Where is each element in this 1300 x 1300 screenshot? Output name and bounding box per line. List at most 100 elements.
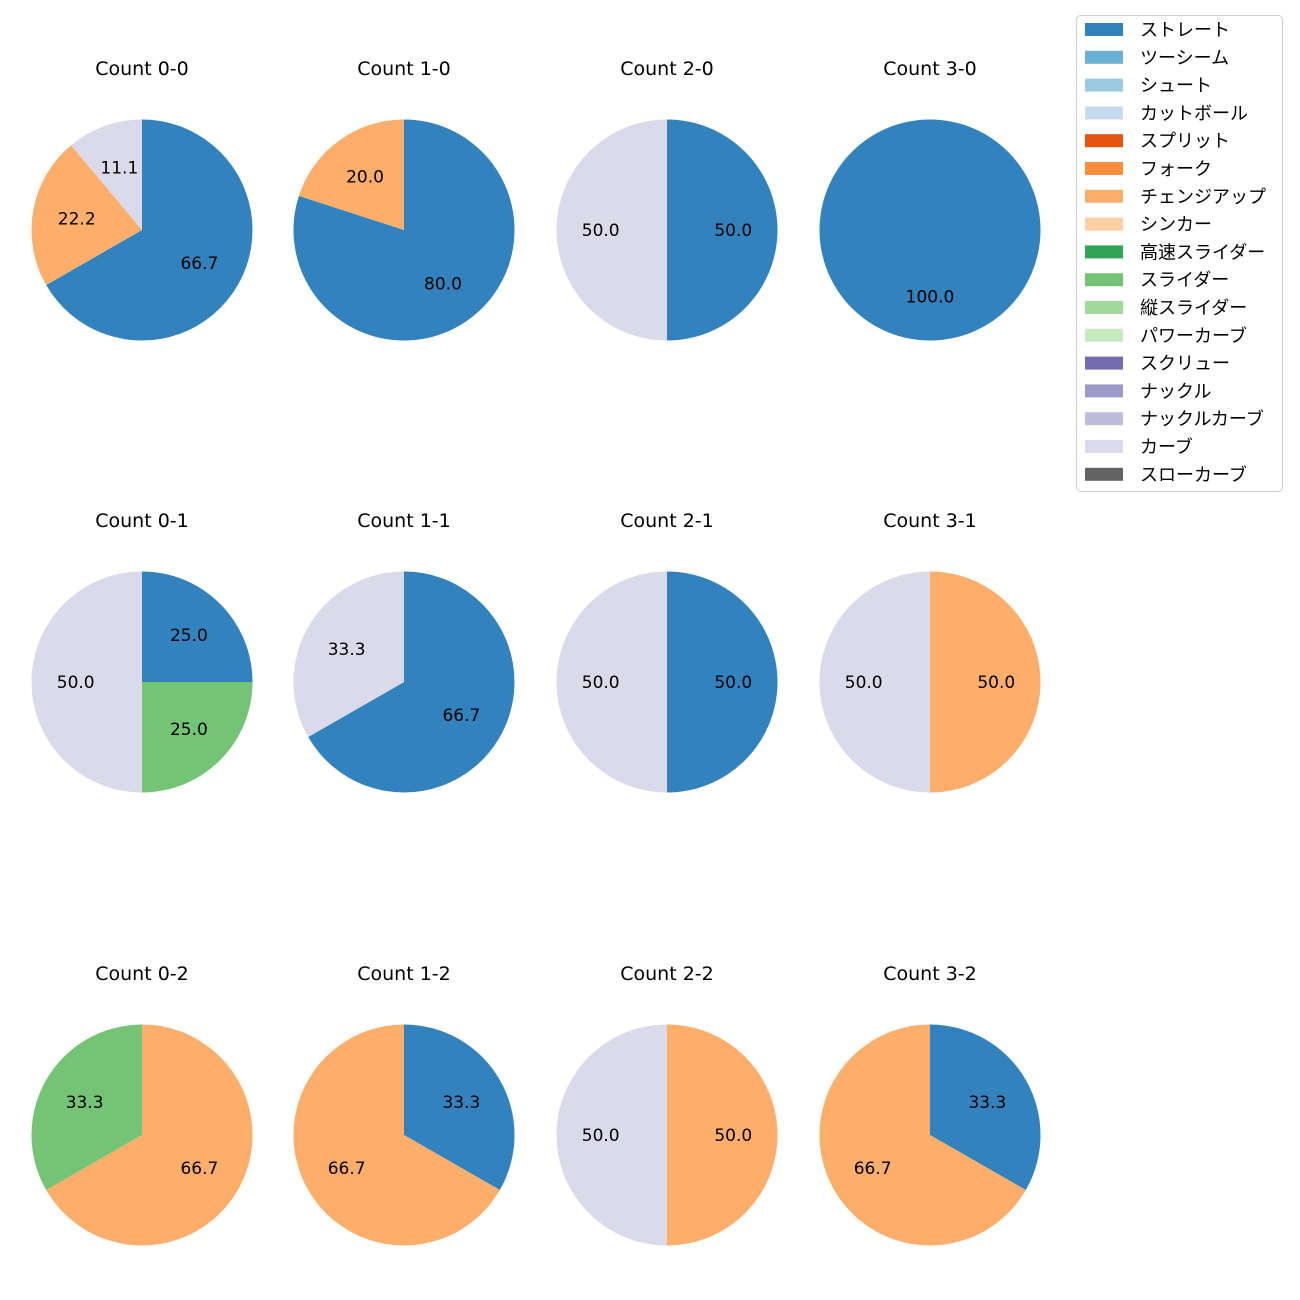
pie-title: Count 1-1 xyxy=(357,510,451,532)
slice-label: 66.7 xyxy=(854,1159,892,1179)
pie-title: Count 2-1 xyxy=(620,510,714,532)
slice-label: 80.0 xyxy=(424,275,462,295)
pie-count-3-1: Count 3-1 50.0 50.0 xyxy=(819,510,1041,793)
legend-label: ナックルカーブ xyxy=(1140,408,1264,430)
legend-label: スローカーブ xyxy=(1140,464,1247,486)
pie-slice xyxy=(819,119,1041,341)
pie-count-0-1: Count 0-1 25.0 25.0 50.0 xyxy=(31,510,253,793)
legend-swatch xyxy=(1085,245,1123,259)
slice-label: 100.0 xyxy=(906,287,955,307)
slice-label: 25.0 xyxy=(170,720,208,740)
legend-swatch xyxy=(1085,440,1123,453)
pie-slice xyxy=(71,119,142,230)
pie-title: Count 0-0 xyxy=(95,58,189,80)
slice-label: 66.7 xyxy=(442,706,480,726)
pie-title: Count 3-2 xyxy=(883,963,977,985)
legend-label: フォーク xyxy=(1140,159,1212,180)
legend-swatch xyxy=(1085,78,1123,92)
slice-label: 25.0 xyxy=(170,626,208,646)
legend-label: シンカー xyxy=(1140,215,1212,236)
pie-slice xyxy=(46,1024,253,1246)
slice-label: 50.0 xyxy=(714,221,752,241)
pie-count-3-2: Count 3-2 33.3 66.7 xyxy=(819,963,1041,1246)
pie-title: Count 2-0 xyxy=(620,58,714,80)
pie-count-1-1: Count 1-1 66.7 33.3 xyxy=(293,510,515,793)
legend-label: カーブ xyxy=(1140,436,1193,458)
legend-frame xyxy=(1076,15,1283,492)
legend-swatch xyxy=(1085,384,1123,398)
legend-swatch xyxy=(1085,412,1123,426)
slice-label: 33.3 xyxy=(328,640,366,660)
pie-count-2-1: Count 2-1 50.0 50.0 xyxy=(556,510,778,793)
legend-swatch xyxy=(1085,301,1123,314)
pie-slice xyxy=(308,571,515,793)
legend-label: ツーシーム xyxy=(1140,48,1229,69)
pie-slice xyxy=(404,1024,515,1191)
pie-count-2-2: Count 2-2 50.0 50.0 xyxy=(556,963,778,1246)
pie-slice xyxy=(819,1024,1026,1246)
legend: ストレートツーシームシュートカットボールスプリットフォークチェンジアップシンカー… xyxy=(1076,15,1283,492)
pie-title: Count 0-2 xyxy=(95,963,189,985)
pie-slice xyxy=(556,1024,667,1246)
legend-swatch xyxy=(1085,217,1123,231)
pie-slice xyxy=(298,119,404,230)
pie-title: Count 1-2 xyxy=(357,963,451,985)
pie-slice xyxy=(293,119,515,341)
pie-title: Count 3-0 xyxy=(883,58,977,80)
pie-count-1-0: Count 1-0 80.0 20.0 xyxy=(293,58,515,341)
slice-label: 33.3 xyxy=(442,1093,480,1113)
slice-label: 50.0 xyxy=(582,221,620,241)
pie-slice xyxy=(31,1024,142,1191)
pie-count-2-0: Count 2-0 50.0 50.0 xyxy=(556,58,778,341)
legend-swatch xyxy=(1085,134,1123,148)
pie-title: Count 2-2 xyxy=(620,963,714,985)
legend-swatch xyxy=(1085,467,1123,481)
slice-label: 50.0 xyxy=(714,1126,752,1146)
pie-count-0-2: Count 0-2 66.7 33.3 xyxy=(31,963,253,1246)
slice-label: 66.7 xyxy=(328,1159,366,1179)
pie-slice xyxy=(46,119,253,341)
legend-swatch xyxy=(1085,162,1123,175)
pie-slice xyxy=(667,1024,778,1246)
legend-label: スプリット xyxy=(1140,131,1230,152)
legend-label: パワーカーブ xyxy=(1140,325,1247,347)
legend-label: チェンジアップ xyxy=(1140,187,1266,208)
pie-slice xyxy=(293,571,404,738)
pie-title: Count 0-1 xyxy=(95,510,189,532)
pie-count-3-0: Count 3-0 100.0 xyxy=(819,58,1041,341)
pie-title: Count 3-1 xyxy=(883,510,977,532)
legend-label: シュート xyxy=(1140,76,1212,97)
slice-label: 50.0 xyxy=(845,673,883,693)
slice-label: 66.7 xyxy=(180,254,218,274)
legend-label: ナックル xyxy=(1140,381,1211,402)
slice-label: 66.7 xyxy=(180,1159,218,1179)
legend-swatch xyxy=(1085,189,1123,203)
pie-slice xyxy=(819,571,930,793)
slice-label: 22.2 xyxy=(58,209,96,229)
pie-slice xyxy=(930,571,1041,793)
legend-label: カットボール xyxy=(1140,103,1248,124)
slice-label: 20.0 xyxy=(346,167,384,187)
pie-slice xyxy=(556,571,667,793)
legend-swatch xyxy=(1085,273,1123,287)
legend-label: スライダー xyxy=(1140,270,1229,291)
legend-swatch xyxy=(1085,50,1123,64)
legend-swatch xyxy=(1085,356,1123,370)
pie-slice xyxy=(667,571,778,793)
slice-label: 33.3 xyxy=(968,1093,1006,1113)
legend-label: 高速スライダー xyxy=(1140,242,1265,263)
slice-label: 50.0 xyxy=(57,673,95,693)
slice-label: 33.3 xyxy=(66,1093,104,1113)
pie-count-1-2: Count 1-2 33.3 66.7 xyxy=(293,963,515,1246)
pie-slice xyxy=(31,145,142,286)
pie-slice xyxy=(142,682,253,793)
pie-slice xyxy=(556,119,667,341)
legend-swatch xyxy=(1085,23,1123,36)
pie-slice xyxy=(930,1024,1041,1191)
pie-count-0-0: Count 0-0 66.7 22.2 11.1 xyxy=(31,58,253,341)
legend-swatch xyxy=(1085,106,1123,120)
slice-label: 50.0 xyxy=(714,673,752,693)
slice-label: 50.0 xyxy=(582,1126,620,1146)
